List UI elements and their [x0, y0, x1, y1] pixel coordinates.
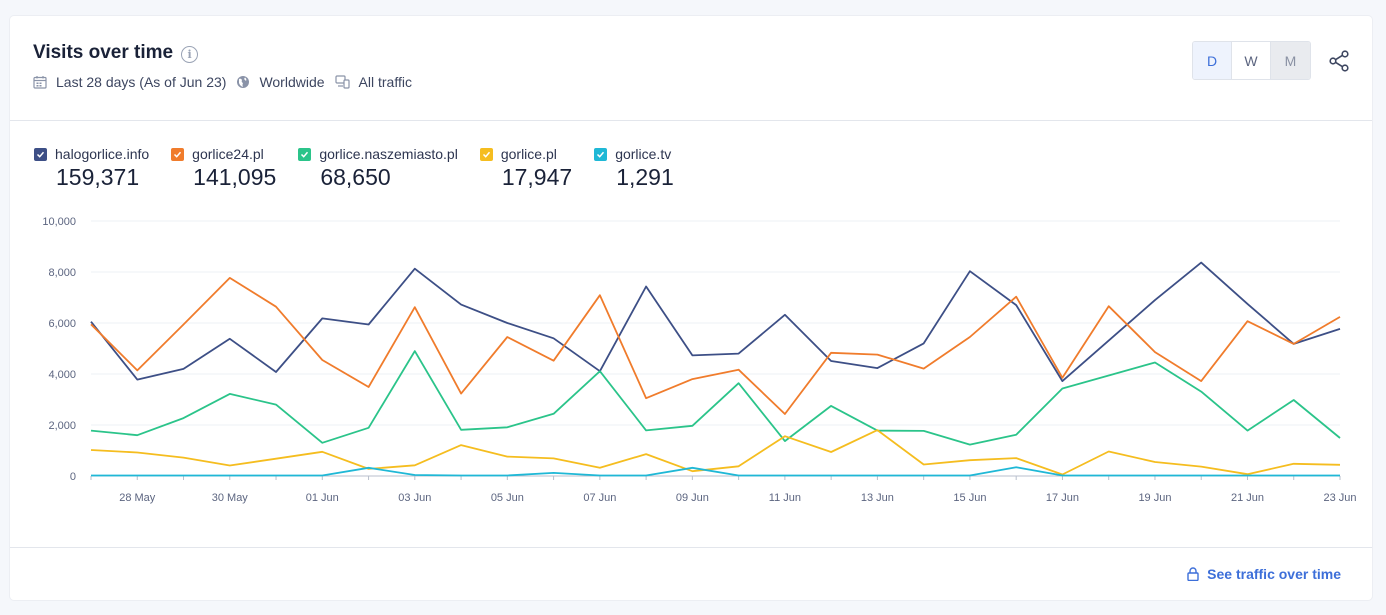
granularity-month-button[interactable]: M	[1271, 42, 1310, 79]
x-tick-label: 11 Jun	[769, 492, 801, 504]
x-tick-label: 19 Jun	[1138, 492, 1171, 504]
traffic-type: All traffic	[334, 74, 412, 90]
share-icon[interactable]	[1328, 50, 1350, 72]
x-tick-label: 13 Jun	[861, 492, 894, 504]
series-line-gorlice24-pl	[90, 277, 1341, 415]
card-title: Visits over time i	[33, 42, 199, 64]
y-tick-label: 6,000	[48, 318, 76, 330]
legend-item-label: gorlice.tv	[615, 146, 672, 162]
chart-legend: halogorlice.info 159,371 gorlice24.pl 14…	[34, 146, 696, 191]
x-tick-label: 21 Jun	[1231, 492, 1264, 504]
y-tick-label: 10,000	[42, 216, 76, 228]
legend-item-total: 1,291	[616, 164, 674, 190]
x-tick-label: 07 Jun	[583, 492, 616, 504]
legend-item-total: 159,371	[56, 164, 140, 190]
filter-summary: Last 28 days (As of Jun 23) Worldwide Al…	[33, 74, 422, 90]
traffic-label: All traffic	[358, 74, 412, 90]
x-tick-label: 17 Jun	[1046, 492, 1079, 504]
x-tick-label: 28 May	[119, 492, 156, 504]
line-chart: 0 2,000 4,000 6,000 8,000 10,000 28 May 30 May 0…	[42, 216, 1356, 504]
visits-over-time-card: Visits over time i Last 28 days (As of J…	[10, 16, 1372, 600]
y-tick-label: 8,000	[48, 267, 76, 279]
checkbox-checked-icon[interactable]	[479, 147, 493, 161]
series-line-halogorlice-info	[90, 261, 1341, 383]
legend-item-gorlice-tv[interactable]: gorlice.tv 1,291	[594, 146, 674, 191]
see-traffic-label: See traffic over time	[1207, 566, 1341, 582]
devices-icon	[334, 75, 350, 89]
legend-item-gorlice-pl[interactable]: gorlice.pl 17,947	[479, 146, 573, 191]
title-text: Visits over time	[33, 42, 174, 63]
checkbox-checked-icon[interactable]	[171, 147, 185, 161]
series-line-gorlice-naszemiasto-pl	[90, 350, 1341, 446]
legend-item-label: gorlice.naszemiasto.pl	[319, 146, 458, 162]
x-tick-label: 03 Jun	[398, 492, 431, 504]
calendar-icon	[33, 76, 47, 89]
legend-item-gorlice24[interactable]: gorlice24.pl 141,095	[171, 146, 276, 191]
see-traffic-link[interactable]: See traffic over time	[1187, 566, 1341, 582]
legend-item-label: gorlice24.pl	[192, 146, 264, 162]
y-tick-label: 4,000	[48, 369, 76, 381]
checkbox-checked-icon[interactable]	[594, 147, 608, 161]
series-line-gorlice-pl	[90, 429, 1341, 476]
footer-divider	[10, 547, 1372, 548]
legend-item-label: halogorlice.info	[55, 146, 150, 162]
granularity-day-button[interactable]: D	[1193, 42, 1232, 79]
x-tick-label: 23 Jun	[1323, 492, 1356, 504]
y-tick-label: 0	[70, 471, 76, 483]
legend-item-total: 17,947	[501, 164, 573, 190]
info-icon[interactable]: i	[181, 45, 199, 63]
legend-item-naszemiasto[interactable]: gorlice.naszemiasto.pl 68,650	[298, 146, 458, 191]
region-label: Worldwide	[259, 74, 325, 90]
granularity-toggle: D W M	[1192, 41, 1311, 80]
legend-item-total: 141,095	[193, 164, 277, 190]
y-tick-label: 2,000	[48, 420, 76, 432]
date-range-label: Last 28 days (As of Jun 23)	[56, 74, 227, 90]
x-tick-label: 30 May	[212, 492, 249, 504]
x-tick-label: 05 Jun	[491, 492, 524, 504]
legend-item-halogorlice[interactable]: halogorlice.info 159,371	[34, 146, 149, 191]
granularity-week-button[interactable]: W	[1232, 42, 1271, 79]
legend-item-label: gorlice.pl	[500, 146, 557, 162]
x-tick-label: 09 Jun	[676, 492, 709, 504]
series-line-gorlice-tv	[91, 466, 1340, 477]
date-range: Last 28 days (As of Jun 23)	[33, 74, 226, 90]
x-tick-label: 01 Jun	[306, 492, 339, 504]
region: Worldwide	[236, 74, 325, 90]
checkbox-checked-icon[interactable]	[34, 147, 47, 161]
x-tick-label: 15 Jun	[953, 492, 986, 504]
header-divider	[10, 120, 1372, 121]
checkbox-checked-icon[interactable]	[298, 147, 312, 161]
legend-item-total: 68,650	[320, 164, 391, 190]
lock-icon	[1187, 567, 1199, 581]
globe-icon	[237, 76, 250, 88]
